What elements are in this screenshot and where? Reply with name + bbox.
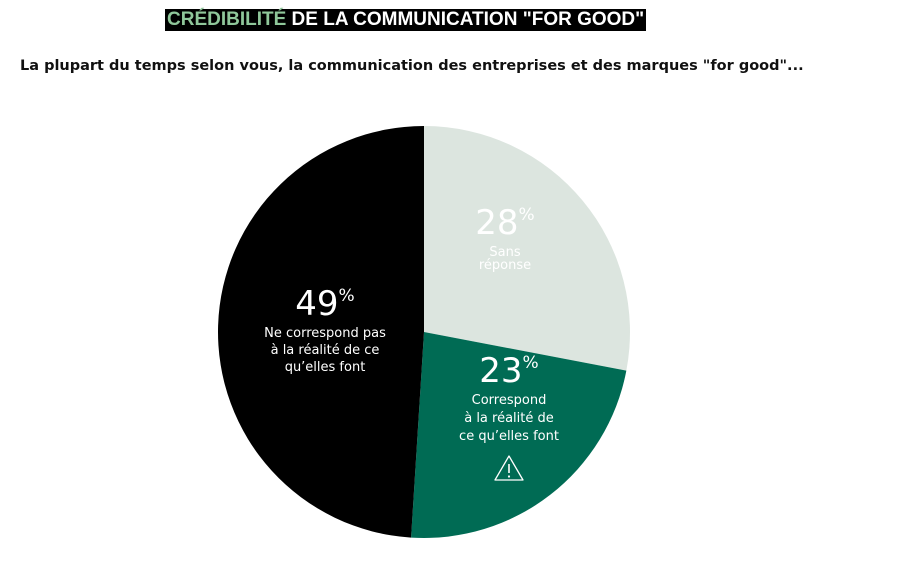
slice-category-label: ce qu’elles font: [459, 429, 559, 444]
slice-value-label: 23%: [479, 351, 538, 391]
slice-category-label: réponse: [479, 258, 531, 273]
slice-value-label: 49%: [295, 284, 354, 324]
slice-category-label: à la réalité de ce: [271, 343, 380, 358]
pie-slice-49: [217, 126, 424, 538]
pie-slice-23: [411, 332, 627, 539]
slice-category-label: Ne correspond pas: [264, 326, 386, 341]
chart-title-accent: CRÉDIBILITÉ: [167, 9, 287, 30]
slice-category-label: à la réalité de: [464, 411, 554, 426]
slice-value-label: 28%: [475, 203, 534, 243]
survey-question: La plupart du temps selon vous, la commu…: [20, 58, 804, 74]
slice-category-label: Sans: [489, 245, 520, 260]
pie-slice-28: [424, 126, 631, 371]
chart-title: CRÉDIBILITÉ DE LA COMMUNICATION "FOR GOO…: [165, 9, 647, 31]
slice-category-label: qu’elles font: [285, 360, 366, 375]
chart-title-rest: DE LA COMMUNICATION "FOR GOOD": [286, 9, 645, 30]
warning-icon: [494, 455, 524, 481]
slice-category-label: Correspond: [472, 393, 547, 408]
